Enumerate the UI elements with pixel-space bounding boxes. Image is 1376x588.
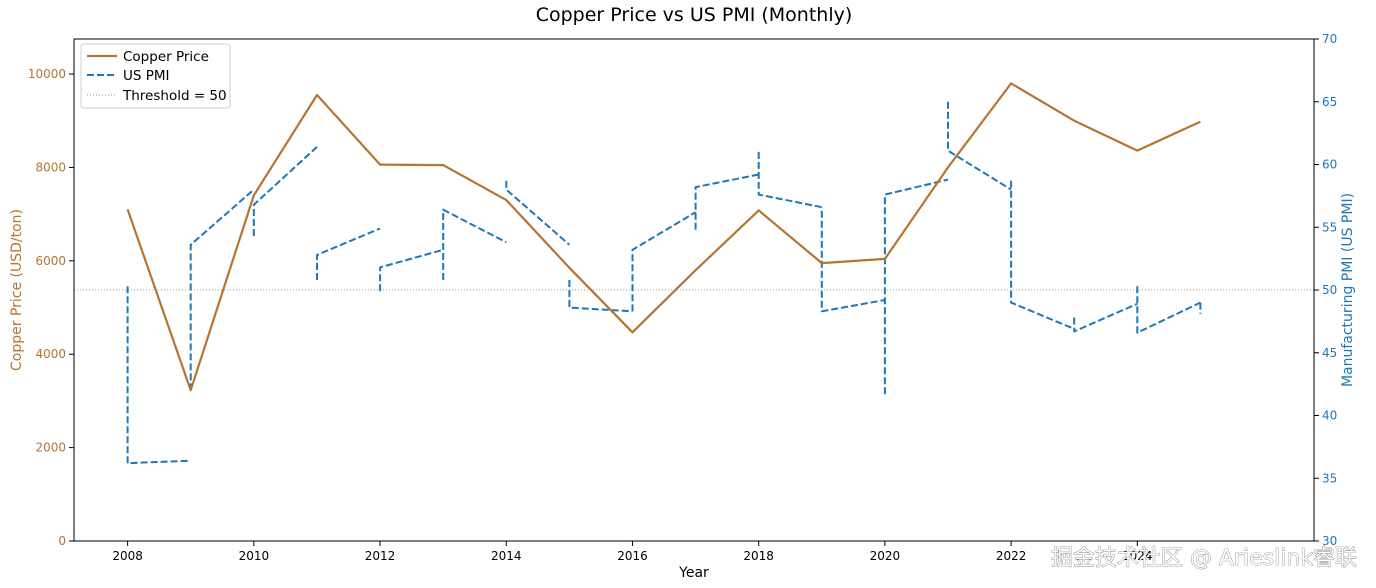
copper-price-line [126, 82, 1201, 392]
y-left-tick-label: 2000 [35, 441, 66, 455]
chart-title: Copper Price vs US PMI (Monthly) [536, 4, 853, 26]
x-axis: 2008 2010 2012 2014 2016 2018 2020 2022 2024 [112, 541, 1153, 563]
x-tick-label: 2024 [1122, 549, 1153, 563]
pmi-line-segment [694, 173, 759, 230]
x-tick-label: 2018 [743, 549, 774, 563]
y-right-tick-label: 60 [1322, 158, 1337, 172]
plot-area [74, 82, 1314, 465]
y-left-tick-label: 10000 [28, 67, 66, 81]
x-tick-label: 2014 [491, 549, 522, 563]
x-tick-label: 2022 [996, 549, 1027, 563]
pmi-line-segment [505, 180, 571, 246]
x-tick-label: 2008 [112, 549, 143, 563]
pmi-line-segment [316, 227, 381, 280]
y-axis-right: 30 35 40 45 50 55 60 65 70 [1314, 32, 1337, 548]
y-right-tick-label: 70 [1322, 32, 1337, 46]
x-tick-label: 2016 [617, 549, 648, 563]
y-axis-right-title: Manufacturing PMI (US PMI) [1340, 193, 1356, 387]
y-right-tick-label: 35 [1322, 471, 1337, 485]
x-axis-title: Year [678, 565, 709, 581]
legend-copper-label: Copper Price [123, 49, 209, 65]
pmi-line-segment [189, 188, 255, 391]
legend-box [80, 43, 231, 109]
pmi-line-segment [568, 280, 633, 313]
pmi-line-segment [947, 101, 1012, 191]
y-right-tick-label: 40 [1322, 409, 1337, 423]
pmi-series-group [126, 101, 1202, 465]
y-left-tick-label: 0 [58, 534, 66, 548]
y-right-tick-label: 45 [1322, 346, 1337, 360]
y-left-tick-label: 6000 [35, 254, 66, 268]
pmi-line-segment [1010, 180, 1075, 330]
pmi-line-segment [883, 178, 949, 395]
y-right-tick-label: 30 [1322, 534, 1337, 548]
legend: Copper Price US PMI Threshold = 50 [80, 43, 231, 109]
y-axis-left-title: Copper Price (USD/ton) [9, 209, 25, 371]
x-tick-label: 2012 [365, 549, 396, 563]
y-right-tick-label: 50 [1322, 283, 1337, 297]
watermark: 掘金技术社区 @ Arieslink睿联 [1051, 546, 1357, 571]
y-right-tick-label: 65 [1322, 95, 1337, 109]
pmi-line-segment [1136, 286, 1201, 334]
pmi-line-segment [379, 248, 444, 292]
pmi-line-segment [252, 146, 318, 236]
pmi-line-segment [757, 151, 822, 209]
y-left-tick-label: 8000 [35, 160, 66, 174]
y-right-tick-label: 55 [1322, 220, 1337, 234]
legend-pmi-label: US PMI [123, 68, 170, 84]
pmi-line-segment [442, 208, 507, 280]
pmi-line-segment [820, 210, 886, 313]
pmi-line-segment [1073, 302, 1138, 333]
y-axis-left: 0 2000 4000 6000 8000 10000 [28, 67, 74, 548]
pmi-line-segment [631, 211, 697, 312]
pmi-line-segment [126, 286, 191, 465]
x-tick-label: 2010 [239, 549, 270, 563]
legend-threshold-label: Threshold = 50 [122, 88, 227, 104]
x-tick-label: 2020 [870, 549, 901, 563]
y-left-tick-label: 4000 [35, 347, 66, 361]
